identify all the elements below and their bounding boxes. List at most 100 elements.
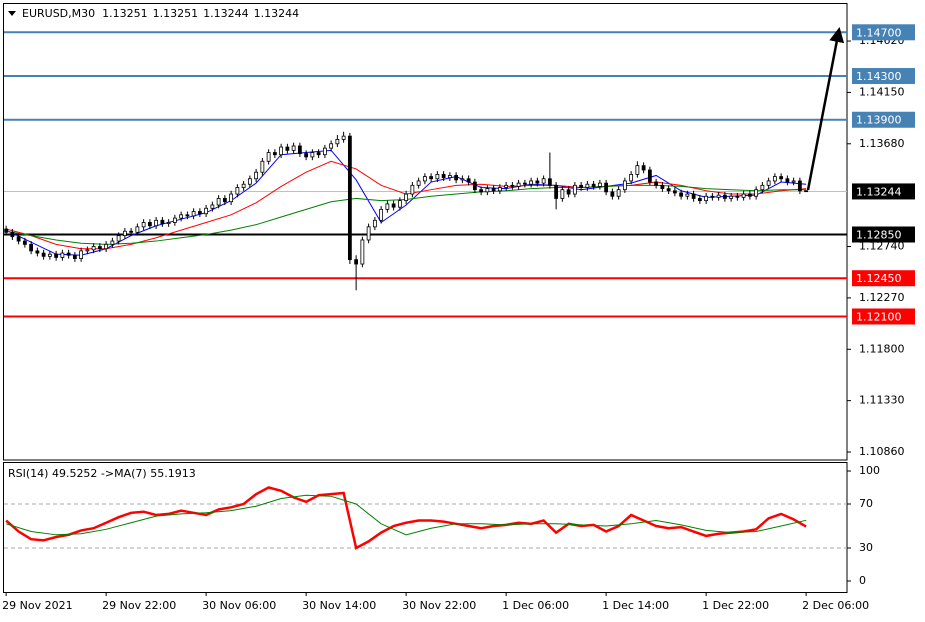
candle-body [391, 203, 396, 208]
candle-body [360, 239, 365, 265]
y-tick-label: 1.13680 [859, 137, 905, 150]
candle-body [304, 153, 309, 158]
candle-body [441, 173, 446, 179]
candle-body [4, 228, 9, 233]
candle-body [597, 182, 602, 187]
candle-body [385, 203, 390, 210]
x-tick-label: 1 Dec 14:00 [602, 599, 669, 612]
candle-body [316, 152, 321, 156]
y-tick-label: 1.10860 [859, 445, 905, 458]
candle-body [104, 243, 109, 250]
symbol: EURUSD,M30 [22, 7, 95, 20]
candle-body [622, 180, 627, 191]
candle-body [372, 219, 377, 228]
candle-body [785, 178, 790, 183]
main-frame [3, 3, 848, 461]
current-price-label: 1.13244 [856, 185, 902, 198]
candle-body [779, 176, 784, 180]
level-label: 1.13900 [856, 114, 902, 127]
candle-body [672, 190, 677, 194]
candle-body [91, 246, 96, 251]
header: EURUSD,M30 1.13251 1.13251 1.13244 1.13244 [22, 7, 299, 20]
candle-body [235, 187, 240, 195]
candle-body [647, 169, 652, 183]
candle-body [185, 214, 190, 217]
candle-body [566, 189, 571, 195]
candle-body [16, 236, 21, 242]
level-label-box [852, 226, 915, 243]
candle-body [666, 188, 671, 192]
x-tick-label: 29 Nov 2021 [2, 599, 72, 612]
candle-body [510, 184, 515, 187]
candle-body [216, 198, 221, 206]
candle-body [354, 259, 359, 265]
candle-body [179, 214, 184, 219]
candle-body [141, 222, 146, 228]
candle-body [504, 184, 509, 188]
rsi-title: RSI(14) 49.5252 ->MA(7) 55.1913 [8, 467, 196, 480]
candle-body [160, 219, 165, 224]
candle-body [260, 160, 265, 173]
candle-body [254, 171, 259, 180]
candle-body [691, 193, 696, 199]
candle-body [85, 249, 90, 252]
y-tick-label: 1.14150 [859, 85, 905, 98]
candle-body [229, 193, 234, 203]
candle-body [197, 211, 202, 215]
candle-body [804, 190, 809, 193]
candle-body [585, 183, 590, 188]
candle-body [29, 243, 34, 252]
level-label-box [852, 270, 915, 287]
candle-body [366, 226, 371, 241]
candle-body [147, 222, 152, 227]
candle-body [710, 195, 715, 198]
y-tick-label: 1.11800 [859, 342, 905, 355]
candle-body [416, 180, 421, 186]
candle-body [285, 146, 290, 151]
level-label: 1.12100 [856, 310, 902, 323]
x-tick-label: 30 Nov 06:00 [202, 599, 276, 612]
level-label-box [852, 308, 915, 325]
candle-body [247, 178, 252, 185]
candle-body [522, 182, 527, 185]
level-label-box [852, 68, 915, 85]
candle-body [379, 208, 384, 221]
candle-body [529, 180, 534, 185]
candle-body [22, 240, 27, 245]
candle-body [329, 143, 334, 149]
candle-body [129, 230, 134, 233]
candle-body [554, 184, 559, 199]
candle-body [435, 173, 440, 180]
candle-body [572, 184, 577, 195]
arrow [806, 27, 845, 191]
candle-body [66, 252, 71, 256]
candle-body [772, 176, 777, 182]
candle-body [191, 211, 196, 217]
candle-body [54, 253, 59, 258]
candle-body [560, 189, 565, 199]
candle-body [60, 252, 65, 258]
candle-body [110, 240, 115, 245]
candle-body [747, 193, 752, 197]
candle-body [741, 193, 746, 198]
level-label: 1.14700 [856, 26, 902, 39]
candle-body [135, 226, 140, 233]
candle-body [291, 145, 296, 151]
candle-body [166, 222, 171, 224]
candle-body [335, 139, 340, 145]
candle-body [279, 146, 284, 156]
candle-body [447, 175, 452, 179]
candle-body [404, 193, 409, 202]
candle-body [35, 250, 40, 254]
candle-body [704, 195, 709, 202]
candle-body [629, 173, 634, 182]
candle-body [660, 184, 665, 189]
candle-body [347, 135, 352, 261]
candle-body [297, 145, 302, 155]
x-tick-label: 1 Dec 06:00 [502, 599, 569, 612]
candle-body [604, 182, 609, 193]
level-label-box [852, 111, 915, 128]
candle-body [97, 246, 102, 250]
level-label: 1.12850 [856, 229, 902, 242]
